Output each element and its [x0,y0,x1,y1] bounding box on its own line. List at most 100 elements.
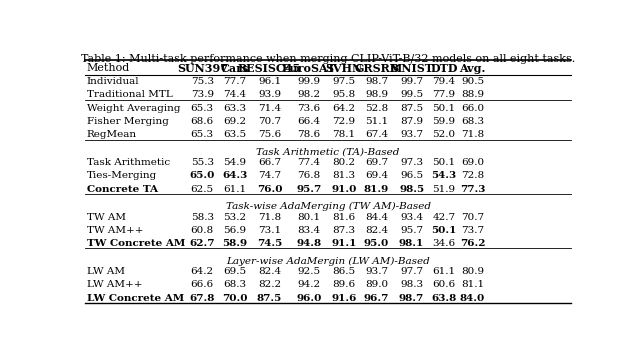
Text: 72.8: 72.8 [461,171,484,180]
Text: 69.5: 69.5 [223,267,246,276]
Text: 93.4: 93.4 [400,213,423,222]
Text: 89.0: 89.0 [365,280,388,289]
Text: 82.4: 82.4 [365,226,388,235]
Text: 98.1: 98.1 [399,239,424,248]
Text: 65.0: 65.0 [189,171,215,180]
Text: 87.3: 87.3 [333,226,356,235]
Text: 69.2: 69.2 [223,117,246,126]
Text: 86.5: 86.5 [333,267,356,276]
Text: GRSRB: GRSRB [354,63,399,74]
Text: Avg.: Avg. [460,63,486,74]
Text: LW AM++: LW AM++ [87,280,143,289]
Text: 70.7: 70.7 [461,213,484,222]
Text: 52.8: 52.8 [365,104,388,113]
Text: 74.5: 74.5 [257,239,282,248]
Text: 96.0: 96.0 [296,294,322,303]
Text: 67.8: 67.8 [189,294,215,303]
Text: 77.4: 77.4 [298,158,321,167]
Text: 71.4: 71.4 [258,104,281,113]
Text: 77.3: 77.3 [460,185,485,194]
Text: Individual: Individual [87,77,140,86]
Text: 53.2: 53.2 [223,213,246,222]
Text: 79.4: 79.4 [433,77,456,86]
Text: 91.6: 91.6 [332,294,357,303]
Text: 91.1: 91.1 [332,239,357,248]
Text: EuroSAT: EuroSAT [282,63,336,74]
Text: 61.1: 61.1 [433,267,456,276]
Text: 95.8: 95.8 [333,90,356,99]
Text: Task-wise AdaMerging (TW AM)-Based: Task-wise AdaMerging (TW AM)-Based [225,202,431,211]
Text: 67.4: 67.4 [365,130,388,139]
Text: 71.8: 71.8 [258,213,281,222]
Text: Traditional MTL: Traditional MTL [87,90,173,99]
Text: 96.1: 96.1 [258,77,281,86]
Text: 88.9: 88.9 [461,90,484,99]
Text: RESISC45: RESISC45 [238,63,301,74]
Text: 84.4: 84.4 [365,213,388,222]
Text: 64.2: 64.2 [333,104,356,113]
Text: 54.3: 54.3 [431,171,456,180]
Text: 97.7: 97.7 [400,267,423,276]
Text: 98.5: 98.5 [399,185,424,194]
Text: 60.6: 60.6 [433,280,456,289]
Text: 92.5: 92.5 [298,267,321,276]
Text: 96.7: 96.7 [364,294,389,303]
Text: Weight Averaging: Weight Averaging [87,104,180,113]
Text: SUN397: SUN397 [177,63,228,74]
Text: 55.3: 55.3 [191,158,214,167]
Text: Concrete TA: Concrete TA [87,185,158,194]
Text: SVHN: SVHN [326,63,363,74]
Text: TW AM++: TW AM++ [87,226,143,235]
Text: 97.5: 97.5 [333,77,356,86]
Text: TW AM: TW AM [87,213,126,222]
Text: 66.0: 66.0 [461,104,484,113]
Text: LW Concrete AM: LW Concrete AM [87,294,184,303]
Text: 87.9: 87.9 [400,117,423,126]
Text: 81.3: 81.3 [333,171,356,180]
Text: 63.5: 63.5 [223,130,246,139]
Text: 64.3: 64.3 [222,171,248,180]
Text: 81.6: 81.6 [333,213,356,222]
Text: 51.1: 51.1 [365,117,388,126]
Text: 56.9: 56.9 [223,226,246,235]
Text: 95.7: 95.7 [400,226,423,235]
Text: 98.2: 98.2 [298,90,321,99]
Text: 81.9: 81.9 [364,185,389,194]
Text: 78.1: 78.1 [333,130,356,139]
Text: Fisher Merging: Fisher Merging [87,117,169,126]
Text: 99.5: 99.5 [400,90,423,99]
Text: 99.9: 99.9 [298,77,321,86]
Text: 58.9: 58.9 [222,239,247,248]
Text: 62.7: 62.7 [189,239,215,248]
Text: 70.0: 70.0 [222,294,248,303]
Text: 89.6: 89.6 [333,280,356,289]
Text: 95.7: 95.7 [296,185,322,194]
Text: 78.6: 78.6 [298,130,321,139]
Text: 66.7: 66.7 [258,158,281,167]
Text: 64.2: 64.2 [191,267,214,276]
Text: 77.9: 77.9 [433,90,456,99]
Text: 72.9: 72.9 [333,117,356,126]
Text: 63.3: 63.3 [223,104,246,113]
Text: 74.4: 74.4 [223,90,246,99]
Text: 68.3: 68.3 [461,117,484,126]
Text: LW AM: LW AM [87,267,125,276]
Text: 98.3: 98.3 [400,280,423,289]
Text: 58.3: 58.3 [191,213,214,222]
Text: 93.7: 93.7 [365,267,388,276]
Text: 76.8: 76.8 [298,171,321,180]
Text: 87.5: 87.5 [257,294,282,303]
Text: Layer-wise AdaMergin (LW AM)-Based: Layer-wise AdaMergin (LW AM)-Based [226,256,430,266]
Text: 69.0: 69.0 [461,158,484,167]
Text: 80.2: 80.2 [333,158,356,167]
Text: 65.3: 65.3 [191,130,214,139]
Text: 94.2: 94.2 [298,280,321,289]
Text: 69.4: 69.4 [365,171,388,180]
Text: 76.0: 76.0 [257,185,282,194]
Text: 93.7: 93.7 [400,130,423,139]
Text: 99.7: 99.7 [400,77,423,86]
Text: 94.8: 94.8 [296,239,322,248]
Text: 75.6: 75.6 [258,130,281,139]
Text: 77.7: 77.7 [223,77,246,86]
Text: 84.0: 84.0 [460,294,485,303]
